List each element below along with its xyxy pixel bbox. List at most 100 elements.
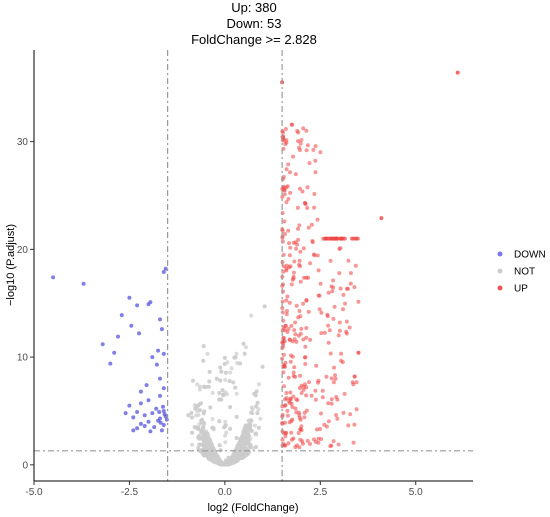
not-point bbox=[222, 425, 227, 430]
up-point bbox=[306, 225, 311, 230]
up-point bbox=[283, 232, 287, 236]
up-point bbox=[291, 370, 296, 375]
up-point bbox=[284, 167, 289, 172]
up-point bbox=[293, 240, 298, 245]
not-point bbox=[217, 443, 222, 448]
up-point bbox=[350, 236, 355, 241]
up-point bbox=[328, 258, 333, 263]
not-point bbox=[208, 405, 213, 410]
up-point bbox=[329, 401, 334, 406]
not-point bbox=[189, 415, 194, 420]
up-point bbox=[303, 362, 308, 366]
up-point bbox=[304, 298, 309, 302]
up-point bbox=[286, 375, 291, 380]
up-point bbox=[300, 441, 305, 446]
up-point bbox=[280, 437, 285, 442]
up-point bbox=[286, 326, 291, 331]
down-point bbox=[156, 348, 161, 353]
up-point bbox=[328, 444, 333, 449]
down-point bbox=[144, 383, 149, 388]
up-point bbox=[337, 320, 342, 325]
not-point bbox=[223, 440, 228, 445]
up-point bbox=[291, 374, 296, 378]
up-point bbox=[301, 246, 306, 251]
down-point bbox=[162, 412, 167, 417]
up-point bbox=[346, 286, 350, 291]
not-point bbox=[244, 431, 249, 436]
up-point bbox=[342, 391, 347, 396]
down-point bbox=[161, 409, 166, 413]
not-point bbox=[196, 413, 201, 417]
up-point bbox=[291, 154, 295, 159]
up-point bbox=[301, 337, 306, 342]
up-point bbox=[282, 384, 286, 389]
up-point bbox=[293, 320, 298, 325]
up-point bbox=[332, 304, 337, 309]
up-point bbox=[313, 158, 318, 163]
up-point bbox=[297, 415, 302, 420]
not-point bbox=[197, 408, 202, 413]
up-point bbox=[297, 386, 302, 391]
legend-label-up: UP bbox=[514, 284, 528, 295]
up-point bbox=[335, 416, 340, 421]
down-point bbox=[142, 424, 147, 428]
up-point bbox=[294, 303, 299, 308]
not-point bbox=[198, 449, 203, 454]
up-point bbox=[284, 200, 289, 205]
up-point bbox=[352, 422, 357, 427]
up-point bbox=[344, 319, 349, 324]
not-point bbox=[192, 425, 197, 430]
up-point bbox=[330, 289, 335, 294]
down-point bbox=[51, 275, 56, 280]
not-point bbox=[229, 366, 234, 371]
not-point bbox=[211, 426, 216, 431]
not-point bbox=[220, 388, 225, 393]
not-point bbox=[226, 455, 231, 460]
up-point bbox=[280, 228, 285, 233]
up-point bbox=[292, 328, 297, 333]
down-point bbox=[161, 386, 166, 391]
up-point bbox=[329, 236, 333, 241]
up-point bbox=[347, 325, 352, 330]
not-point bbox=[253, 423, 257, 428]
up-point bbox=[356, 299, 361, 304]
up-point bbox=[299, 138, 304, 142]
title-line-up: Up: 380 bbox=[231, 0, 277, 15]
y-tick-label: 20 bbox=[17, 245, 29, 256]
up-point bbox=[333, 236, 338, 241]
legend-swatch-down bbox=[497, 251, 503, 257]
not-point bbox=[249, 410, 254, 415]
not-point bbox=[204, 431, 209, 436]
up-point bbox=[303, 355, 308, 360]
not-point bbox=[223, 378, 228, 382]
up-point bbox=[287, 400, 292, 405]
up-point bbox=[334, 413, 339, 418]
not-point bbox=[231, 380, 236, 385]
up-point bbox=[281, 184, 286, 189]
up-point bbox=[315, 253, 320, 258]
not-point bbox=[233, 385, 238, 390]
up-point bbox=[298, 373, 302, 378]
x-ticks: -5.0 -2.5 0.0 2.5 5.0 bbox=[25, 481, 423, 498]
up-point bbox=[329, 376, 334, 381]
not-point bbox=[198, 442, 203, 447]
up-point bbox=[283, 324, 288, 328]
not-point bbox=[242, 351, 247, 356]
down-point bbox=[148, 300, 153, 305]
up-point bbox=[305, 206, 310, 210]
up-point bbox=[329, 397, 334, 402]
down-point bbox=[137, 331, 141, 336]
up-point bbox=[299, 326, 304, 331]
not-point bbox=[234, 414, 239, 419]
legend-label-not: NOT bbox=[514, 267, 535, 278]
up-point bbox=[298, 141, 303, 146]
not-point bbox=[228, 405, 233, 410]
not-point bbox=[248, 427, 253, 432]
up-point bbox=[346, 423, 351, 428]
up-point bbox=[299, 424, 304, 429]
up-point bbox=[282, 219, 287, 224]
up-point bbox=[286, 162, 291, 167]
up-point bbox=[291, 394, 296, 399]
not-point bbox=[253, 393, 258, 398]
up-point bbox=[289, 282, 294, 287]
